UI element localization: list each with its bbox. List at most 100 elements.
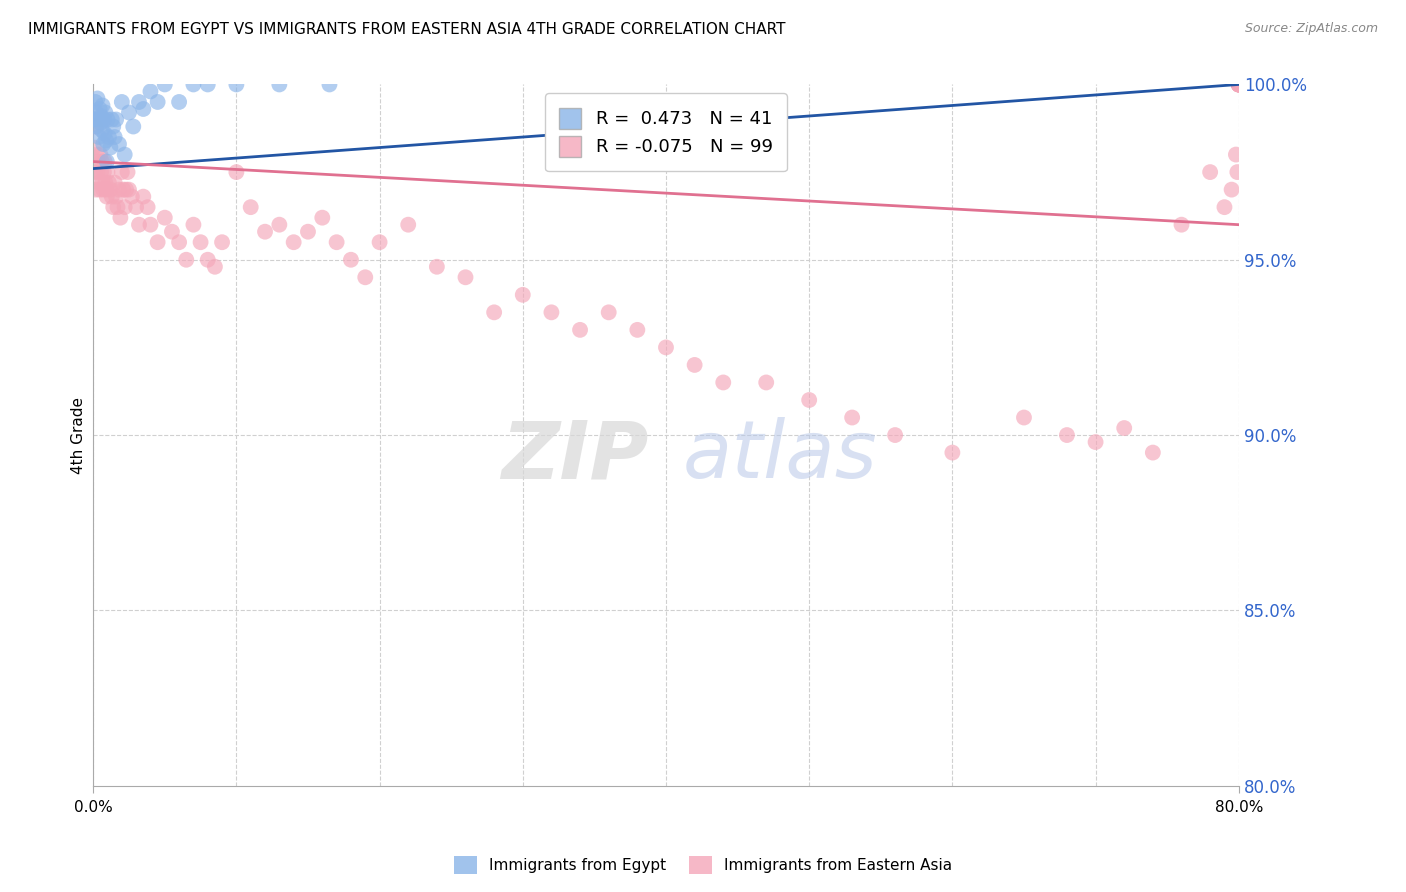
Point <box>1056 428 1078 442</box>
Point <box>1227 78 1250 92</box>
Point <box>283 235 305 250</box>
Point <box>101 112 124 127</box>
Point <box>132 189 155 203</box>
Point <box>598 305 620 319</box>
Point <box>89 183 111 197</box>
Point <box>115 183 138 197</box>
Point <box>93 127 115 141</box>
Point <box>1213 200 1236 214</box>
Point <box>325 235 347 250</box>
Point <box>101 189 124 203</box>
Point <box>110 211 132 225</box>
Point <box>91 136 114 151</box>
Point <box>98 140 121 154</box>
Point <box>1170 218 1192 232</box>
Point <box>160 225 183 239</box>
Point <box>84 120 107 134</box>
Point <box>711 376 734 390</box>
Point <box>83 140 105 154</box>
Point <box>204 260 226 274</box>
Point <box>97 176 120 190</box>
Point <box>655 340 678 354</box>
Point <box>84 95 107 109</box>
Point <box>111 165 134 179</box>
Point <box>96 154 118 169</box>
Point <box>1227 78 1250 92</box>
Point <box>94 105 117 120</box>
Point <box>1084 435 1107 450</box>
Point <box>94 134 117 148</box>
Point <box>197 78 219 92</box>
Point <box>139 218 162 232</box>
Point <box>1227 78 1250 92</box>
Point <box>128 95 150 109</box>
Point <box>90 109 112 123</box>
Point <box>91 183 114 197</box>
Point <box>167 235 190 250</box>
Point <box>269 218 291 232</box>
Point <box>183 78 205 92</box>
Point <box>368 235 391 250</box>
Point <box>118 105 141 120</box>
Point <box>340 252 363 267</box>
Point <box>128 218 150 232</box>
Point <box>225 165 247 179</box>
Point <box>311 211 333 225</box>
Point <box>108 136 131 151</box>
Point <box>89 102 111 116</box>
Point <box>114 200 136 214</box>
Point <box>83 112 105 127</box>
Point <box>540 305 562 319</box>
Point <box>941 445 963 459</box>
Point <box>1142 445 1164 459</box>
Point <box>96 112 118 127</box>
Point <box>146 95 169 109</box>
Point <box>197 252 219 267</box>
Point <box>96 189 118 203</box>
Text: ZIP: ZIP <box>501 417 648 495</box>
Point <box>512 288 534 302</box>
Point <box>239 200 262 214</box>
Point <box>86 91 108 105</box>
Point <box>1227 78 1250 92</box>
Point <box>87 130 110 145</box>
Point <box>104 130 127 145</box>
Legend: R =  0.473   N = 41, R = -0.075   N = 99: R = 0.473 N = 41, R = -0.075 N = 99 <box>546 94 787 171</box>
Point <box>96 165 118 179</box>
Point <box>91 98 114 112</box>
Point <box>94 176 117 190</box>
Point <box>799 392 821 407</box>
Point <box>93 112 115 127</box>
Point <box>112 183 135 197</box>
Point <box>87 112 110 127</box>
Point <box>93 154 115 169</box>
Point <box>111 95 134 109</box>
Point <box>90 154 112 169</box>
Legend: Immigrants from Egypt, Immigrants from Eastern Asia: Immigrants from Egypt, Immigrants from E… <box>447 850 959 880</box>
Point <box>1114 421 1136 435</box>
Y-axis label: 4th Grade: 4th Grade <box>72 397 86 474</box>
Text: IMMIGRANTS FROM EGYPT VS IMMIGRANTS FROM EASTERN ASIA 4TH GRADE CORRELATION CHAR: IMMIGRANTS FROM EGYPT VS IMMIGRANTS FROM… <box>28 22 786 37</box>
Point <box>93 165 115 179</box>
Point <box>89 147 111 161</box>
Point <box>454 270 477 285</box>
Point <box>1220 183 1243 197</box>
Point <box>269 78 291 92</box>
Point <box>84 105 107 120</box>
Point <box>841 410 863 425</box>
Point <box>97 130 120 145</box>
Point <box>626 323 648 337</box>
Point <box>153 211 176 225</box>
Point <box>1226 165 1249 179</box>
Point <box>98 183 121 197</box>
Point <box>107 200 129 214</box>
Point <box>132 102 155 116</box>
Point <box>1227 78 1250 92</box>
Point <box>83 165 105 179</box>
Point <box>318 78 340 92</box>
Point <box>117 165 139 179</box>
Point <box>118 183 141 197</box>
Point <box>103 120 125 134</box>
Point <box>146 235 169 250</box>
Point <box>1225 147 1247 161</box>
